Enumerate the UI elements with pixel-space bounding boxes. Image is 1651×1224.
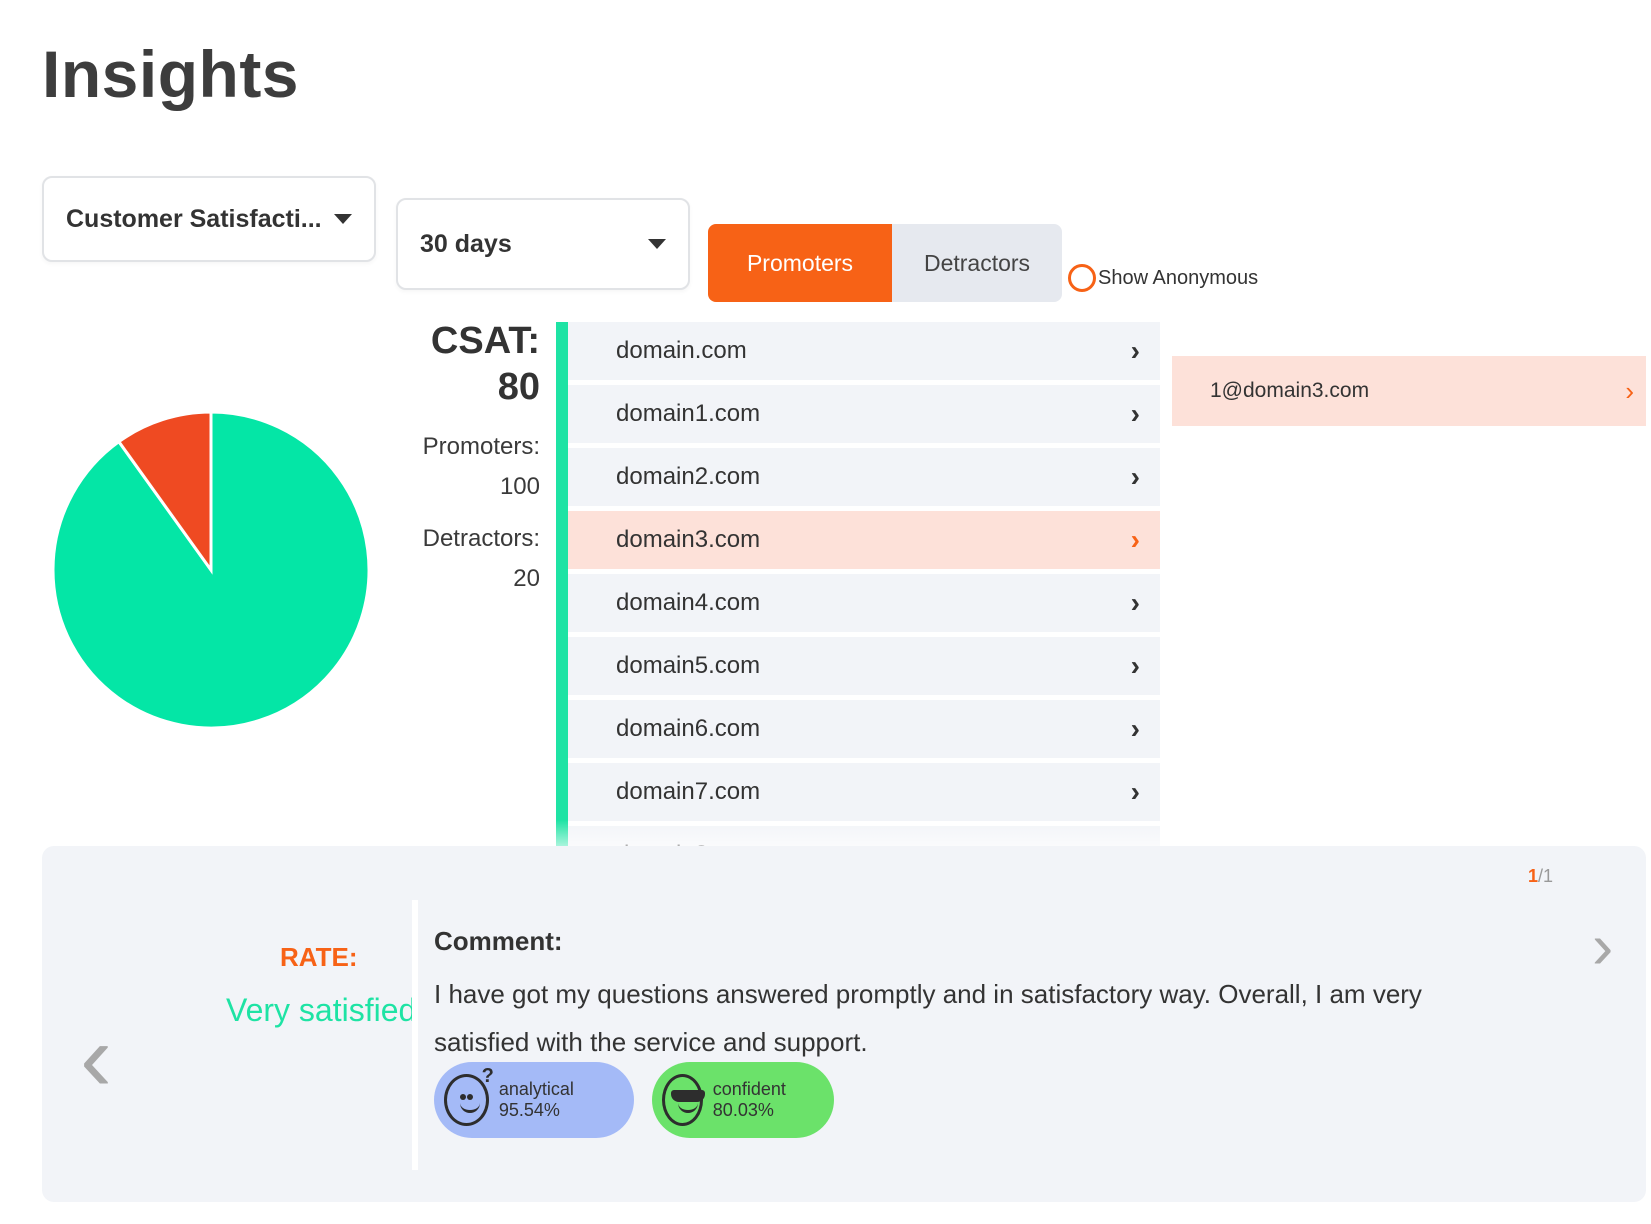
detractors-value: 20 [513, 565, 540, 592]
survey-select[interactable]: Customer Satisfacti... [42, 176, 376, 262]
chevron-right-icon: › [1130, 461, 1140, 492]
email-list-item[interactable]: 1@domain3.com › [1172, 356, 1646, 426]
tab-promoters[interactable]: Promoters [708, 224, 892, 302]
chevron-right-icon: › [1130, 524, 1140, 555]
tone-badge-confident: confident 80.03% [652, 1062, 834, 1138]
domain-list-item[interactable]: domain4.com › [568, 574, 1160, 632]
chevron-right-icon: › [1130, 713, 1140, 744]
domain-label: domain2.com [616, 463, 761, 490]
chevron-right-icon: › [1130, 335, 1140, 366]
domain-list-item[interactable]: domain1.com › [568, 385, 1160, 443]
divider [412, 900, 418, 1170]
domain-list-item[interactable]: domain3.com › [568, 511, 1160, 569]
domain-list-item[interactable]: domain7.com › [568, 763, 1160, 821]
caret-down-icon [334, 214, 352, 224]
chevron-right-icon: › [1130, 587, 1140, 618]
response-detail-panel [42, 846, 1646, 1202]
domain-label: domain.com [616, 337, 747, 364]
caret-down-icon [648, 239, 666, 249]
detractors-label: Detractors: [422, 525, 540, 552]
domain-list: domain.com › domain1.com › domain2.com › domai… [556, 322, 1160, 862]
comment-text: I have got my questions answered promptl… [434, 979, 1422, 1057]
tone-label: analytical 95.54% [498, 1079, 574, 1120]
sunglasses-face-icon [662, 1074, 705, 1126]
domain-label: domain3.com [616, 526, 761, 553]
csat-label: CSAT: [430, 320, 540, 362]
domain-list-item[interactable]: domain2.com › [568, 448, 1160, 506]
period-select-value: 30 days [420, 229, 512, 258]
domain-label: domain6.com [616, 715, 761, 742]
comment-label: Comment: [434, 926, 563, 956]
show-anonymous-toggle[interactable]: Show Anonymous [1068, 264, 1258, 292]
tone-label: confident 80.03% [712, 1079, 786, 1120]
email-label: 1@domain3.com [1210, 379, 1370, 402]
chevron-right-icon[interactable]: › [1592, 910, 1614, 982]
domain-label: domain1.com [616, 400, 761, 427]
stats-panel: CSAT: 80 Promoters: 100 Detractors: 20 [396, 318, 540, 594]
chevron-right-icon: › [1130, 776, 1140, 807]
csat-pie-chart [51, 410, 371, 730]
pager-current: 1 [1528, 866, 1539, 886]
tone-badge-analytical: ? analytical 95.54% [434, 1062, 634, 1138]
pager: 1/1 [1528, 866, 1553, 887]
show-anonymous-label: Show Anonymous [1098, 266, 1259, 289]
radio-icon[interactable] [1068, 264, 1096, 292]
chevron-right-icon: › [1625, 375, 1634, 406]
domain-list-item[interactable]: domain.com › [568, 322, 1160, 380]
survey-select-value: Customer Satisfacti... [66, 204, 322, 233]
domain-label: domain5.com [616, 652, 761, 679]
rate-value: Very satisfied [226, 992, 417, 1028]
period-select[interactable]: 30 days [396, 198, 690, 290]
page-title: Insights [42, 37, 300, 111]
rate-label: RATE: [280, 942, 358, 972]
domain-list-item[interactable]: domain5.com › [568, 637, 1160, 695]
domain-label: domain4.com [616, 589, 761, 616]
tab-detractors[interactable]: Detractors [892, 224, 1062, 302]
pager-total: /1 [1538, 866, 1554, 886]
domain-label: domain7.com [616, 778, 761, 805]
promoters-value: 100 [499, 473, 540, 500]
chevron-left-icon[interactable]: ‹ [80, 1004, 112, 1111]
csat-value: 80 [497, 366, 540, 408]
pie-slice-detractors [116, 410, 213, 575]
domain-list-item[interactable]: domain6.com › [568, 700, 1160, 758]
chevron-right-icon: › [1130, 398, 1140, 429]
promoters-label: Promoters: [422, 433, 540, 460]
chevron-right-icon: › [1130, 650, 1140, 681]
thinking-face-icon: ? [444, 1065, 494, 1126]
